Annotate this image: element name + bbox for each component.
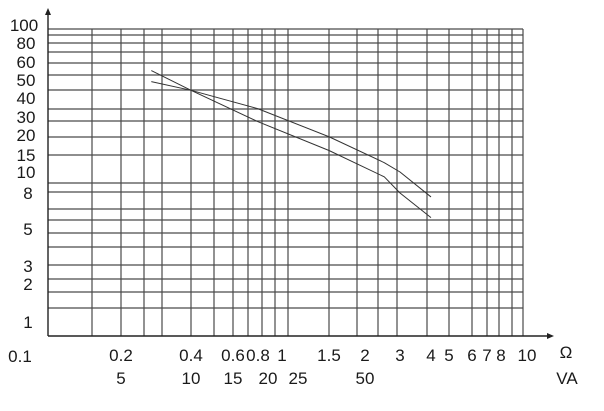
x-tick-label-va: 25 [289,369,308,388]
x-tick-label-ohm: 1 [277,346,286,365]
x-axis-arrow [547,333,554,339]
tick-labels: 0.1 0.2 0.4 0.6 0.8 1 1.5 2 3 4 5 6 7 8 105 10 15 20 25 501… [8,16,578,388]
x-unit-ohm: Ω [560,343,573,362]
y-tick-label: 60 [17,53,36,72]
y-tick-label: 3 [23,257,32,276]
grid [48,28,524,336]
axes [45,8,554,339]
x-tick-label-ohm: 4 [426,346,435,365]
x-tick-label-ohm: 0.6 [221,346,245,365]
x-tick-label-ohm: 0.2 [109,346,133,365]
y-tick-label: 20 [17,126,36,145]
curve-2 [151,81,432,198]
x-tick-label-va: 10 [182,369,201,388]
x-tick-label-va: 50 [356,369,375,388]
x-tick-label-ohm: 7 [482,346,491,365]
y-tick-label: 5 [23,220,32,239]
x-unit-va: VA [556,369,578,388]
y-tick-label: 1 [23,313,32,332]
y-tick-label: 80 [17,34,36,53]
curves [151,70,432,219]
x-tick-label-va: 20 [259,369,278,388]
x-tick-label-va: 15 [224,369,243,388]
x-tick-label-ohm: 1.5 [317,346,341,365]
y-tick-label: 30 [17,108,36,127]
x-tick-label-ohm: 8 [496,346,505,365]
y-tick-label: 2 [23,275,32,294]
origin-tick-label: 0.1 [8,347,32,366]
x-tick-label-ohm: 6 [467,346,476,365]
y-tick-label: 50 [17,71,36,90]
y-tick-label: 15 [17,146,36,165]
curve-1 [151,70,432,219]
x-tick-label-ohm: 10 [518,346,537,365]
x-tick-label-ohm: 5 [444,346,453,365]
y-axis-arrow [45,8,51,15]
x-tick-label-ohm: 0.4 [179,346,203,365]
y-tick-label: 100 [10,16,38,35]
y-tick-label: 40 [17,89,36,108]
y-tick-label: 10 [17,163,36,182]
x-tick-label-ohm: 3 [395,346,404,365]
x-tick-label-ohm: 2 [360,346,369,365]
x-tick-label-va: 5 [116,369,125,388]
x-tick-label-ohm: 0.8 [246,346,270,365]
y-tick-label: 8 [23,184,32,203]
